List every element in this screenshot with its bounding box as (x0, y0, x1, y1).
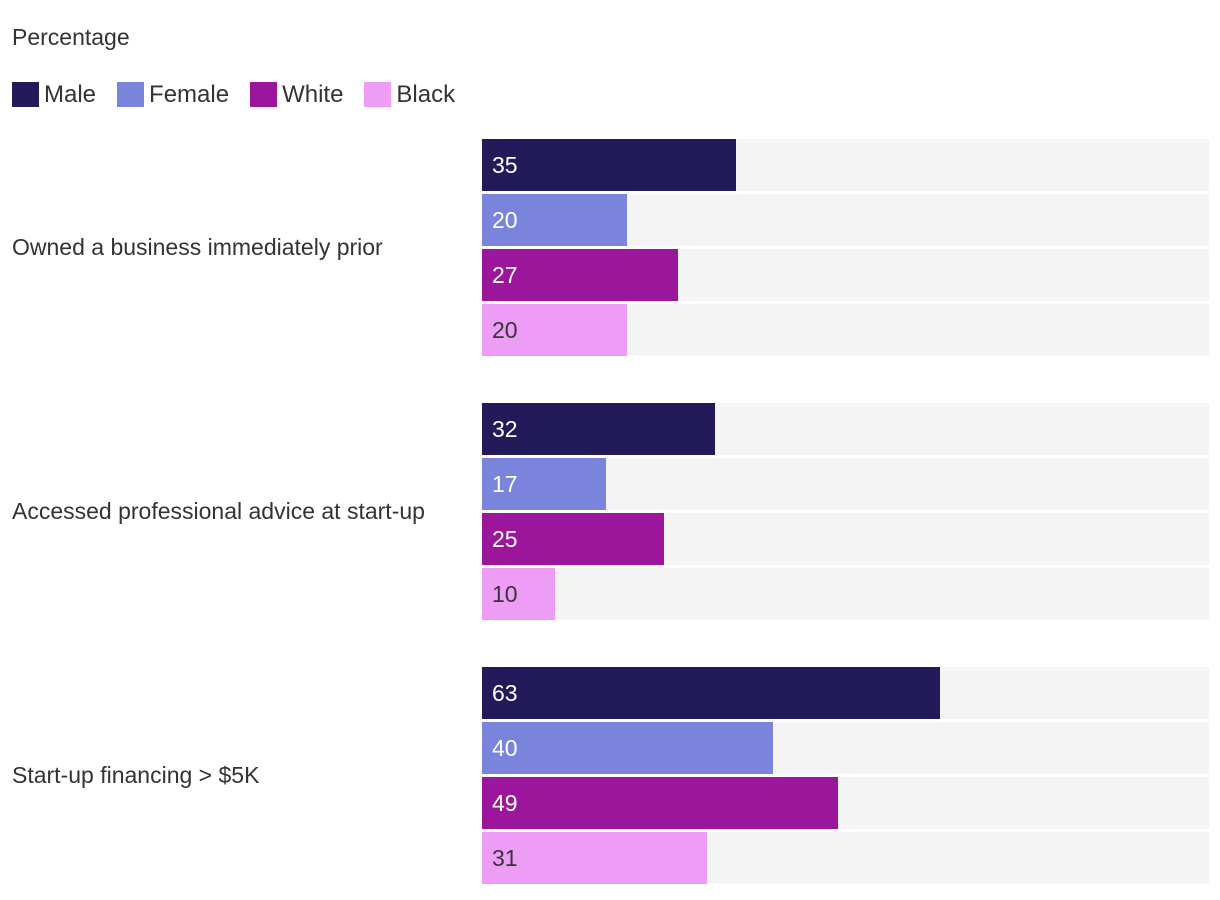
bar-black: 20 (482, 304, 628, 356)
bar-rows: 63 40 49 31 (482, 667, 1209, 884)
bar-track: 20 (482, 304, 1209, 356)
legend-item-white: White (250, 82, 343, 107)
bar-track: 40 (482, 722, 1209, 774)
bar-track: 17 (482, 458, 1209, 510)
bar-female: 40 (482, 722, 773, 774)
chart-title: Percentage (12, 24, 130, 50)
bar-value-label: 17 (492, 470, 518, 497)
legend-label: White (282, 81, 344, 108)
bar-white: 25 (482, 513, 664, 565)
legend-item-male: Male (12, 82, 96, 107)
bar-black: 10 (482, 568, 555, 620)
bar-value-label: 49 (492, 789, 518, 816)
bar-value-label: 31 (492, 844, 518, 871)
category-label: Owned a business immediately prior (12, 234, 383, 260)
bar-track: 31 (482, 832, 1209, 884)
bar-black: 31 (482, 832, 708, 884)
male-swatch-icon (12, 82, 39, 107)
bar-female: 20 (482, 194, 628, 246)
chart-groups: Owned a business immediately prior 35 20 2… (12, 139, 1209, 884)
bar-rows: 32 17 25 10 (482, 403, 1209, 620)
legend-label: Female (149, 81, 230, 108)
chart-group: Owned a business immediately prior 35 20 2… (12, 139, 1209, 356)
bar-value-label: 35 (492, 151, 518, 178)
bar-value-label: 63 (492, 679, 518, 706)
white-swatch-icon (250, 82, 278, 107)
bar-rows: 35 20 27 20 (482, 139, 1209, 356)
bar-track: 27 (482, 249, 1209, 301)
legend-label: Black (396, 81, 456, 108)
bar-track: 49 (482, 777, 1209, 829)
legend-item-female: Female (117, 82, 229, 107)
category-label: Accessed professional advice at start-up (12, 498, 425, 524)
bar-track: 10 (482, 568, 1209, 620)
legend: Male Female White Black (12, 82, 1209, 107)
legend-label: Male (44, 81, 97, 108)
female-swatch-icon (117, 82, 145, 107)
bar-female: 17 (482, 458, 606, 510)
bar-value-label: 40 (492, 734, 518, 761)
bar-white: 27 (482, 249, 679, 301)
bar-value-label: 10 (492, 580, 518, 607)
bar-value-label: 20 (492, 206, 518, 233)
category-label: Start-up financing > $5K (12, 762, 260, 788)
bar-male: 63 (482, 667, 940, 719)
bar-value-label: 32 (492, 415, 518, 442)
bar-track: 35 (482, 139, 1209, 191)
black-swatch-icon (364, 82, 392, 107)
bar-male: 35 (482, 139, 737, 191)
chart-group: Accessed professional advice at start-up… (12, 403, 1209, 620)
bar-track: 63 (482, 667, 1209, 719)
bar-track: 32 (482, 403, 1209, 455)
bar-value-label: 20 (492, 316, 518, 343)
bar-value-label: 27 (492, 261, 518, 288)
bar-track: 25 (482, 513, 1209, 565)
bar-track: 20 (482, 194, 1209, 246)
legend-item-black: Black (364, 82, 455, 107)
bar-value-label: 25 (492, 525, 518, 552)
chart-group: Start-up financing > $5K 63 40 49 31 (12, 667, 1209, 884)
bar-male: 32 (482, 403, 715, 455)
bar-white: 49 (482, 777, 839, 829)
